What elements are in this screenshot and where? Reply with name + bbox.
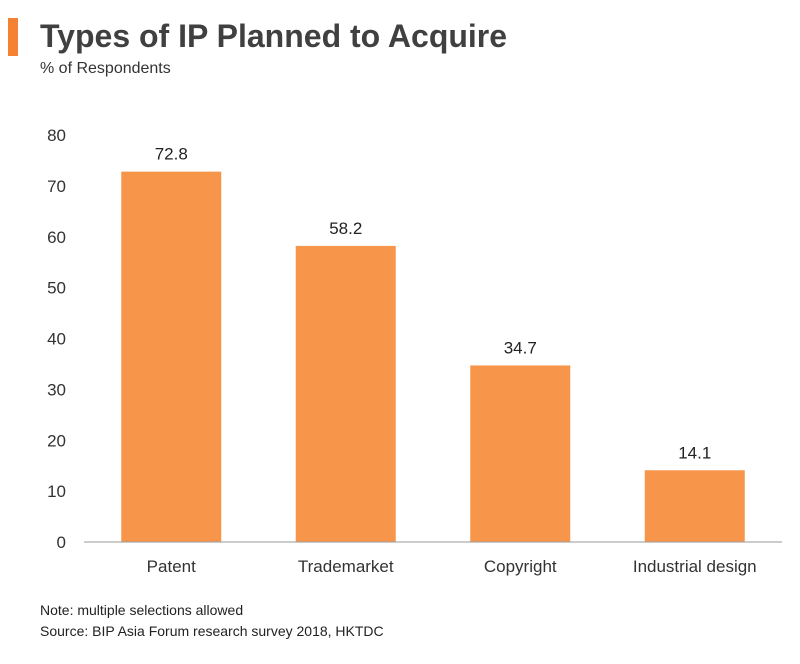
title-accent-bar [8, 18, 18, 56]
y-tick-label: 60 [47, 228, 66, 247]
y-tick-label: 50 [47, 279, 66, 298]
data-label: 72.8 [155, 145, 188, 164]
data-label: 34.7 [504, 338, 537, 357]
x-category-label: Trademarket [298, 557, 394, 576]
y-tick-label: 70 [47, 177, 66, 196]
bar-patent [121, 171, 222, 542]
bar-trademarket [295, 245, 396, 542]
y-tick-label: 40 [47, 330, 66, 349]
data-label: 58.2 [329, 219, 362, 238]
y-tick-label: 10 [47, 482, 66, 501]
chart-title: Types of IP Planned to Acquire [40, 18, 508, 54]
source-text: Source: BIP Asia Forum research survey 2… [40, 623, 384, 639]
chart-subtitle: % of Respondents [40, 60, 171, 77]
note-text: Note: multiple selections allowed [40, 602, 244, 618]
data-label: 14.1 [678, 443, 711, 462]
x-category-label: Copyright [484, 557, 557, 576]
x-category-label: Industrial design [633, 557, 757, 576]
bar-chart: 0 10 20 30 40 50 60 70 80 72.8 Patent 58.2 Trademark… [47, 126, 782, 576]
x-category-label: Patent [147, 557, 196, 576]
y-tick-label: 20 [47, 431, 66, 450]
y-tick-label: 30 [47, 380, 66, 399]
bar-industrial-design [644, 470, 745, 542]
bar-copyright [470, 365, 571, 542]
y-tick-label: 0 [57, 533, 66, 552]
y-tick-label: 80 [47, 126, 66, 145]
footnotes: Note: multiple selections allowed Source… [40, 600, 384, 642]
